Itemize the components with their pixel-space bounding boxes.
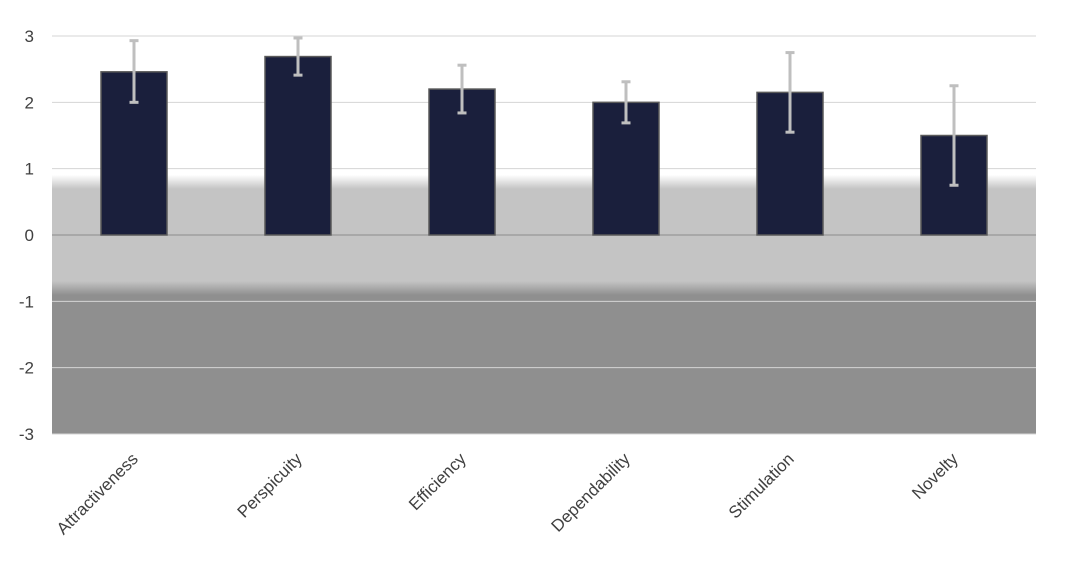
x-tick-label: Attractiveness <box>53 449 142 538</box>
gridlines <box>52 35 1036 435</box>
y-tick-label: -3 <box>19 425 34 444</box>
x-tick-label: Perspicuity <box>234 449 307 522</box>
x-tick-label: Novelty <box>908 449 962 503</box>
band-lower-transition <box>52 281 1036 296</box>
band-upper-transition <box>52 174 1036 189</box>
x-axis-tick-labels: Attractiveness Perspicuity Efficiency Depen… <box>53 449 962 538</box>
y-tick-label: 3 <box>25 27 34 46</box>
y-tick-label: 0 <box>25 226 34 245</box>
y-tick-label: -2 <box>19 359 34 378</box>
band-lower <box>52 288 1036 434</box>
band-upper <box>52 36 1036 182</box>
bar <box>592 101 660 236</box>
y-tick-label: 2 <box>25 93 34 112</box>
y-tick-label: -1 <box>19 292 34 311</box>
error-bars <box>129 36 959 187</box>
y-axis-tick-labels: 3 2 1 0 -1 -2 -3 <box>19 27 34 444</box>
bar <box>264 55 332 236</box>
x-tick-label: Dependability <box>548 449 635 536</box>
x-tick-label: Stimulation <box>725 449 798 522</box>
x-tick-label: Efficiency <box>405 449 470 514</box>
y-tick-label: 1 <box>25 160 34 179</box>
